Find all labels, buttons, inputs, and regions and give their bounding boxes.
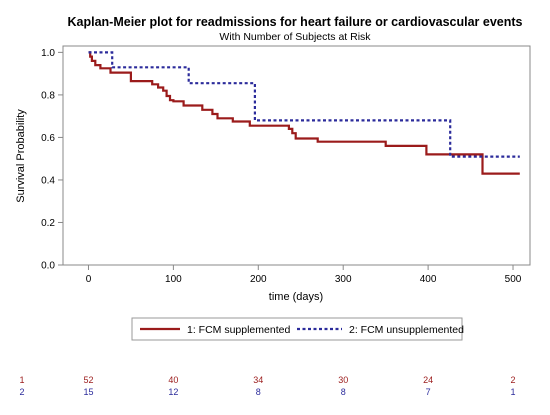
at-risk-count: 52 [83, 375, 93, 385]
x-tick-label: 300 [335, 274, 352, 285]
at-risk-count: 12 [168, 387, 178, 397]
y-tick-label: 0.0 [41, 261, 55, 272]
x-tick-label: 0 [86, 274, 92, 285]
x-tick-label: 500 [505, 274, 522, 285]
at-risk-row-label: 2 [19, 387, 24, 397]
y-tick-label: 0.8 [41, 90, 55, 101]
at-risk-count: 8 [341, 387, 346, 397]
at-risk-count: 40 [168, 375, 178, 385]
at-risk-count: 30 [338, 375, 348, 385]
x-tick-label: 400 [420, 274, 437, 285]
at-risk-count: 1 [511, 387, 516, 397]
at-risk-count: 7 [426, 387, 431, 397]
series-line-1 [88, 51, 520, 175]
at-risk-count: 24 [423, 375, 433, 385]
y-tick-label: 0.2 [41, 218, 55, 229]
x-axis: 0 100 200 300 400 500 [86, 265, 522, 285]
x-axis-label: time (days) [269, 291, 323, 303]
x-tick-label: 200 [250, 274, 267, 285]
y-tick-label: 0.6 [41, 133, 55, 144]
at-risk-count: 8 [256, 387, 261, 397]
legend-label-series-1: 1: FCM supplemented [187, 324, 290, 336]
legend-label-series-2: 2: FCM unsupplemented [349, 324, 464, 336]
at-risk-count: 34 [253, 375, 263, 385]
y-axis: 0.0 0.2 0.4 0.6 0.8 1.0 [41, 48, 63, 272]
at-risk-row-label: 1 [19, 375, 24, 385]
series-layer [88, 51, 520, 175]
chart-subtitle: With Number of Subjects at Risk [219, 31, 371, 43]
y-axis-label: Survival Probability [15, 109, 27, 203]
at-risk-count: 15 [83, 387, 93, 397]
y-tick-label: 0.4 [41, 175, 55, 186]
series-line-2 [88, 51, 520, 158]
chart-title: Kaplan-Meier plot for readmissions for h… [68, 15, 523, 29]
legend: 1: FCM supplemented 2: FCM unsupplemente… [131, 317, 464, 341]
y-tick-label: 1.0 [41, 48, 55, 59]
x-tick-label: 100 [165, 274, 182, 285]
at-risk-count: 2 [511, 375, 516, 385]
at-risk-table: 1 52 40 34 30 24 2 2 15 12 8 8 7 1 [19, 375, 515, 397]
